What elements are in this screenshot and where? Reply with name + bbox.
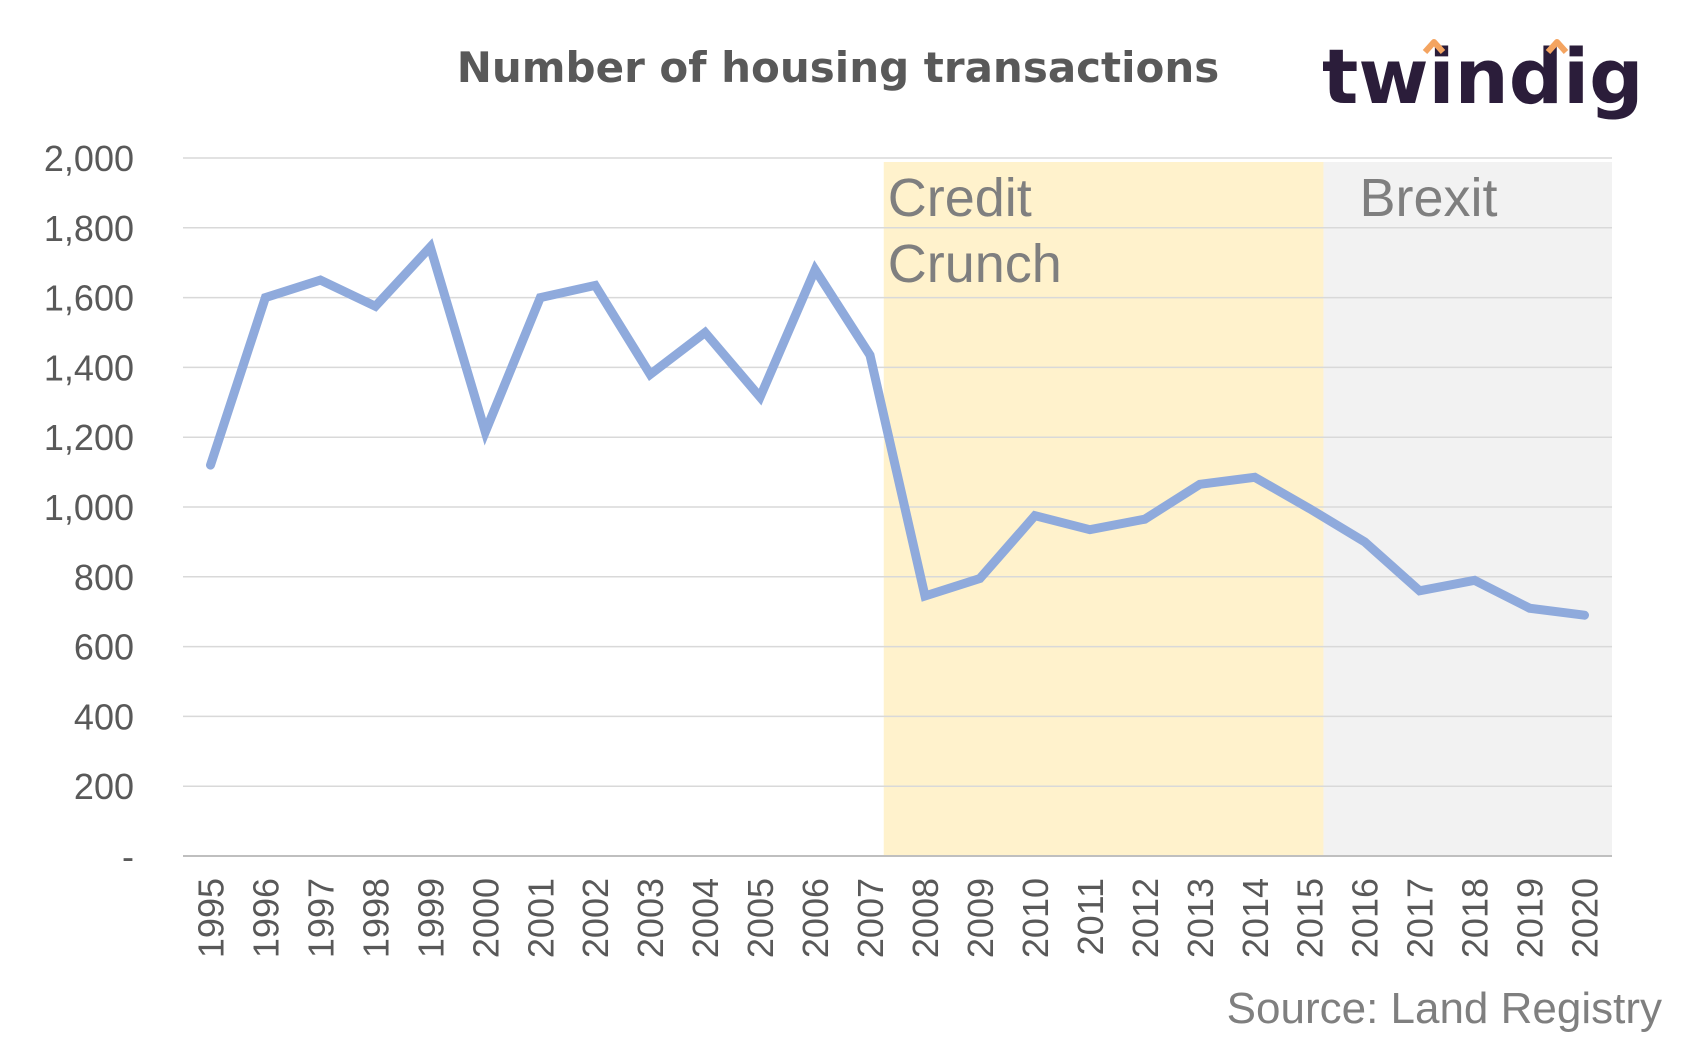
x-tick-label: 2020 [1565, 878, 1606, 958]
data-point [759, 396, 762, 399]
y-tick-label: 600 [74, 627, 134, 668]
data-point [1583, 614, 1586, 617]
data-point [264, 296, 267, 299]
x-tick-label: 2010 [1015, 878, 1056, 958]
data-point [814, 268, 817, 271]
logo-text: twindig [1322, 32, 1644, 121]
y-tick-label: 1,000 [44, 487, 134, 528]
data-point [209, 464, 212, 467]
x-tick-label: 2014 [1235, 878, 1276, 958]
y-tick-label: 200 [74, 766, 134, 807]
x-tick-label: 2003 [630, 878, 671, 958]
region-label: Brexit [1359, 168, 1497, 228]
x-tick-label: 2017 [1400, 878, 1441, 958]
x-tick-label: 2018 [1455, 878, 1496, 958]
x-tick-label: 2009 [960, 878, 1001, 958]
y-tick-label: 2,000 [44, 138, 134, 179]
logo-roof-icon [1422, 39, 1446, 55]
x-tick-label: 2007 [850, 878, 891, 958]
x-tick-label: 2008 [905, 878, 946, 958]
twindig-logo: twindig [1322, 32, 1644, 121]
x-tick-label: 1996 [245, 878, 286, 958]
y-axis-ticks: - 200 400 600 800 1,000 1,200 1,400 1,600 1,800 2,… [44, 138, 134, 877]
data-point [429, 245, 432, 248]
source-note: Source: Land Registry [1227, 984, 1662, 1033]
series-line [206, 238, 1589, 620]
x-tick-label: 2016 [1345, 878, 1386, 958]
data-point [1418, 589, 1421, 592]
y-tick-label: 1,600 [44, 278, 134, 319]
x-tick-label: 2013 [1180, 878, 1221, 958]
x-tick-label: 2001 [520, 878, 561, 958]
logo-roof-icon [1545, 39, 1569, 55]
data-point [1528, 607, 1531, 610]
x-tick-label: 2019 [1510, 878, 1551, 958]
y-tick-label: 1,200 [44, 417, 134, 458]
x-tick-label: 2015 [1290, 878, 1331, 958]
x-tick-label: 1997 [300, 878, 341, 958]
x-tick-label: 1999 [410, 878, 451, 958]
x-tick-label: 2011 [1070, 878, 1111, 955]
x-axis-ticks: 1995 1996 1997 1998 1999 2000 2001 2002 2003 2004… [190, 878, 1605, 958]
y-tick-label: - [122, 836, 134, 877]
data-point [1473, 579, 1476, 582]
data-point [923, 594, 926, 597]
chart-title: Number of housing transactions [457, 43, 1220, 92]
x-tick-label: 2012 [1125, 878, 1166, 958]
series-layer [206, 238, 1589, 620]
data-point [374, 305, 377, 308]
shaded-region [1323, 162, 1612, 856]
x-tick-label: 2000 [465, 878, 506, 958]
y-tick-label: 1,400 [44, 347, 134, 388]
x-tick-label: 2002 [575, 878, 616, 958]
data-point [319, 279, 322, 282]
region-label: Credit [888, 168, 1032, 228]
x-tick-label: 2005 [740, 878, 781, 958]
data-point [704, 331, 707, 334]
data-point [1198, 483, 1201, 486]
x-tick-label: 2004 [685, 878, 726, 958]
y-tick-label: 400 [74, 696, 134, 737]
shaded-region [883, 162, 1324, 856]
x-tick-label: 2006 [795, 878, 836, 958]
y-tick-label: 800 [74, 557, 134, 598]
data-point [978, 577, 981, 580]
data-point [1033, 514, 1036, 517]
data-point [594, 284, 597, 287]
y-tick-label: 1,800 [44, 208, 134, 249]
x-tick-label: 1995 [190, 878, 231, 958]
x-tick-label: 1998 [355, 878, 396, 958]
data-point [1253, 476, 1256, 479]
gridlines [183, 157, 1612, 857]
data-point [869, 354, 872, 357]
data-point [649, 373, 652, 376]
data-point [1088, 528, 1091, 531]
data-point [539, 296, 542, 299]
data-point [484, 430, 487, 433]
shaded-regions [883, 162, 1612, 856]
data-point [1143, 518, 1146, 521]
data-point [1308, 507, 1311, 510]
region-label: Crunch [888, 234, 1062, 294]
data-point [1363, 540, 1366, 543]
